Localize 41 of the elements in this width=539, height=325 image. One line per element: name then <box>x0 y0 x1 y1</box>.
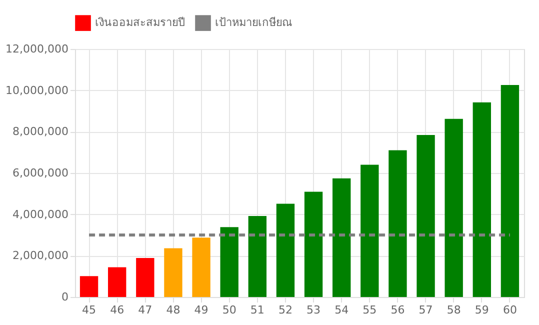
y-tick-label: 4,000,000 <box>12 208 68 221</box>
bar <box>192 238 210 297</box>
x-tick-label: 47 <box>138 304 152 316</box>
x-tick-label: 56 <box>390 304 405 316</box>
bar <box>304 192 323 297</box>
x-tick-label: 49 <box>194 304 208 316</box>
x-tick-label: 60 <box>502 304 517 316</box>
bar <box>276 204 295 297</box>
x-tick-label: 46 <box>110 304 124 316</box>
bar <box>220 227 238 297</box>
x-tick-label: 57 <box>418 304 433 316</box>
x-tick-label: 58 <box>446 304 461 316</box>
bar <box>332 178 351 297</box>
bar <box>500 84 520 297</box>
y-tick-label: 10,000,000 <box>6 84 68 97</box>
bar <box>388 150 407 297</box>
x-tick-label: 52 <box>278 304 292 316</box>
bar <box>416 134 435 297</box>
bar <box>248 216 266 297</box>
x-tick-label: 50 <box>222 304 236 316</box>
y-tick-label: 8,000,000 <box>12 125 68 138</box>
legend-label: เงินออมสะสมรายปี <box>95 16 185 30</box>
x-tick-label: 54 <box>334 304 349 316</box>
x-tick-label: 55 <box>362 304 377 316</box>
y-tick-label: 0 <box>62 290 68 304</box>
bar <box>360 164 379 297</box>
bar <box>164 248 182 297</box>
x-tick-label: 59 <box>474 304 489 316</box>
x-tick-label: 53 <box>306 304 321 316</box>
bar <box>80 276 98 297</box>
bar <box>472 102 491 297</box>
legend-label: เป้าหมายเกษียณ <box>215 16 292 30</box>
x-tick-label: 48 <box>166 304 180 316</box>
x-tick-label: 45 <box>82 304 96 316</box>
bar <box>136 258 154 297</box>
y-tick-label: 6,000,000 <box>12 166 68 180</box>
x-tick-label: 51 <box>250 304 264 316</box>
y-tick-label: 12,000,000 <box>6 42 68 56</box>
y-tick-label: 2,000,000 <box>12 249 68 262</box>
bar <box>444 118 463 297</box>
bar <box>108 267 126 297</box>
